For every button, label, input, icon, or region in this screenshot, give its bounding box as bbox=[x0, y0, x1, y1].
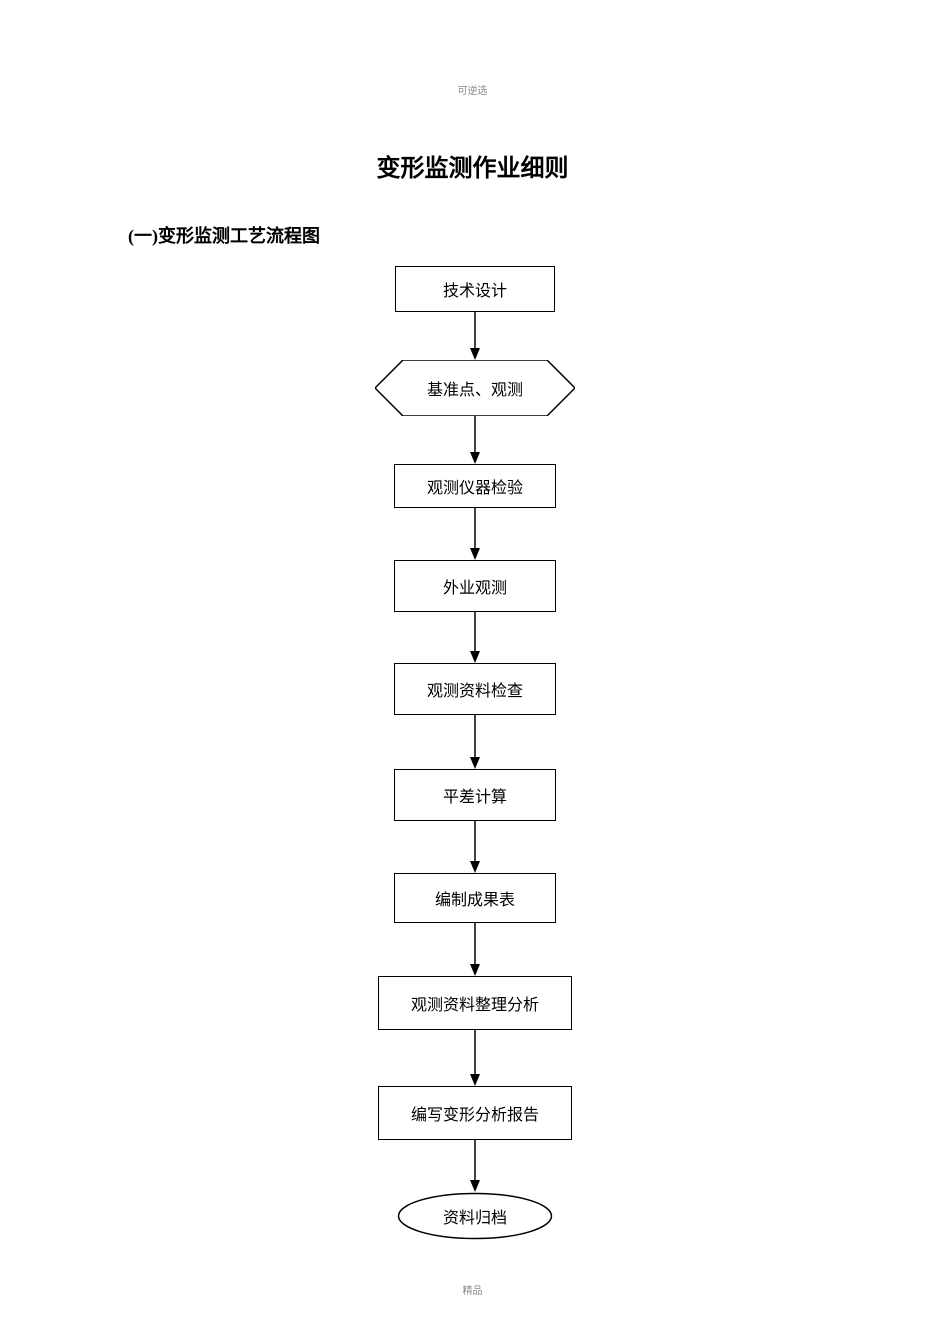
flowchart-arrow bbox=[465, 508, 485, 560]
flowchart-arrow bbox=[465, 923, 485, 976]
flowchart-node-label: 编制成果表 bbox=[435, 886, 515, 910]
flowchart-node-label: 技术设计 bbox=[443, 277, 507, 301]
flowchart-node-n1: 技术设计 bbox=[395, 266, 555, 312]
flowchart-node-n7: 编制成果表 bbox=[394, 873, 556, 923]
flowchart-node-label: 编写变形分析报告 bbox=[411, 1101, 539, 1125]
flowchart-container: 技术设计基准点、观测观测仪器检验外业观测观测资料检查平差计算编制成果表观测资料整… bbox=[0, 0, 945, 1337]
flowchart-arrow bbox=[465, 312, 485, 360]
flowchart-arrow bbox=[465, 821, 485, 873]
flowchart-node-n3: 观测仪器检验 bbox=[394, 464, 556, 508]
flowchart-node-label: 观测仪器检验 bbox=[427, 474, 523, 498]
flowchart-arrow bbox=[465, 416, 485, 464]
flowchart-arrow bbox=[465, 1030, 485, 1086]
flowchart-node-label: 平差计算 bbox=[443, 783, 507, 807]
flowchart-node-label: 资料归档 bbox=[443, 1204, 507, 1228]
flowchart-node-label: 基准点、观测 bbox=[427, 376, 523, 400]
flowchart-arrow bbox=[465, 612, 485, 663]
flowchart-node-label: 观测资料检查 bbox=[427, 677, 523, 701]
flowchart-arrow bbox=[465, 1140, 485, 1192]
flowchart-node-n10: 资料归档 bbox=[397, 1192, 553, 1240]
flowchart-node-label: 观测资料整理分析 bbox=[411, 991, 539, 1015]
flowchart-arrow bbox=[465, 715, 485, 769]
flowchart-node-n4: 外业观测 bbox=[394, 560, 556, 612]
flowchart-node-label: 外业观测 bbox=[443, 574, 507, 598]
flowchart-node-n2: 基准点、观测 bbox=[375, 360, 575, 416]
flowchart-node-n5: 观测资料检查 bbox=[394, 663, 556, 715]
flowchart-node-n8: 观测资料整理分析 bbox=[378, 976, 572, 1030]
flowchart-node-n6: 平差计算 bbox=[394, 769, 556, 821]
flowchart-node-n9: 编写变形分析报告 bbox=[378, 1086, 572, 1140]
